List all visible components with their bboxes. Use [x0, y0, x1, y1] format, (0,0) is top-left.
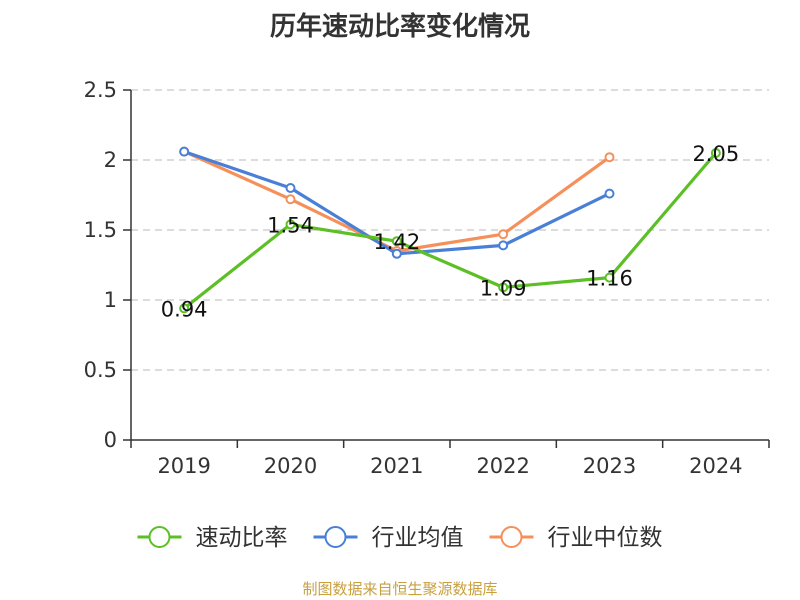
data-point — [285, 194, 296, 205]
y-tick-label: 1 — [104, 288, 117, 312]
legend-item[interactable]: 行业均值 — [313, 525, 464, 551]
data-point — [179, 146, 190, 157]
data-point — [285, 183, 296, 193]
x-tick-label: 2024 — [689, 454, 742, 478]
data-labels: 0.94 1.54 1.42 1.09 1.16 2.05 — [161, 142, 739, 321]
data-point — [285, 219, 296, 230]
data-point — [498, 240, 509, 251]
x-tick-label: 2021 — [370, 454, 423, 478]
data-label: 1.42 — [373, 230, 420, 254]
x-tick-label: 2023 — [583, 454, 636, 478]
source-note: 制图数据来自恒生聚源数据库 — [302, 580, 498, 598]
y-tick-label: 2 — [104, 148, 117, 172]
series-lines — [179, 146, 721, 314]
legend-label: 速动比率 — [196, 525, 288, 551]
y-tick-label: 2.5 — [84, 78, 117, 102]
data-point — [604, 152, 615, 163]
data-point — [604, 272, 615, 283]
data-point — [498, 282, 509, 293]
legend-label: 行业中位数 — [548, 525, 663, 551]
data-label: 2.05 — [692, 142, 739, 166]
legend[interactable]: 速动比率 行业均值 行业中位数 — [137, 525, 663, 551]
data-point — [179, 303, 190, 314]
axes: 0 0.5 1 1.5 2 2.5 2019 2020 2021 2022 2023 2024 — [84, 78, 770, 478]
x-tick-label: 2019 — [157, 454, 210, 478]
legend-item[interactable]: 速动比率 — [137, 525, 288, 551]
x-tick-label: 2022 — [476, 454, 529, 478]
legend-item[interactable]: 行业中位数 — [489, 525, 663, 551]
grid-lines — [131, 89, 769, 371]
data-label: 1.09 — [480, 276, 527, 300]
legend-marker — [148, 526, 171, 548]
y-tick-label: 1.5 — [84, 218, 117, 242]
x-tick-label: 2020 — [264, 454, 317, 478]
legend-marker — [324, 526, 347, 548]
chart-title: 历年速动比率变化情况 — [269, 12, 530, 42]
data-point — [391, 236, 402, 247]
data-point — [604, 188, 615, 199]
data-point — [391, 248, 402, 259]
y-tick-label: 0.5 — [84, 358, 117, 382]
legend-marker — [500, 526, 523, 548]
series-line — [183, 151, 718, 310]
data-label: 1.54 — [267, 213, 314, 237]
data-label: 0.94 — [161, 297, 208, 321]
y-tick-label: 0 — [104, 428, 117, 452]
data-point — [498, 229, 509, 240]
legend-label: 行业均值 — [372, 525, 464, 551]
data-point — [710, 148, 721, 158]
data-label: 1.16 — [586, 267, 633, 291]
